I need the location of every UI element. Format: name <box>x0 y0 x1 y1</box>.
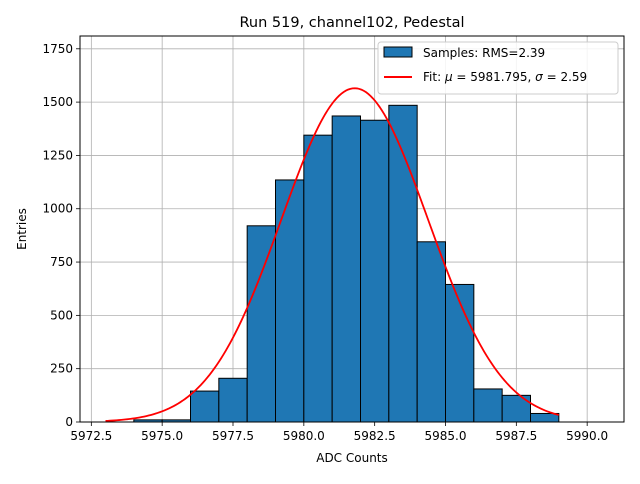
histogram-bar <box>246 225 277 423</box>
x-tick-label: 5982.5 <box>354 429 396 443</box>
legend-box <box>377 41 619 95</box>
histogram-bar <box>303 134 333 423</box>
histogram-bars <box>133 104 560 423</box>
x-axis-ticks: 5972.5 5975.0 5977.5 5980.0 5982.5 5985.0 5987… <box>70 422 608 443</box>
histogram-bar <box>331 115 361 423</box>
x-tick-label: 5972.5 <box>70 429 112 443</box>
x-tick-label: 5980.0 <box>283 429 325 443</box>
plot-frame <box>79 35 625 423</box>
x-axis-label: ADC Counts <box>316 451 388 465</box>
legend-fit-label: Fit: μ = 5981.795, σ = 2.59 <box>423 70 587 84</box>
x-tick-label: 5975.0 <box>141 429 183 443</box>
y-tick-label: 250 <box>50 362 73 376</box>
legend-fit-prefix: Fit: <box>423 70 445 84</box>
y-axis-label: Entries <box>15 208 29 250</box>
y-tick-label: 500 <box>50 308 73 322</box>
histogram-bar <box>190 390 220 423</box>
fit-curve-group <box>105 87 560 422</box>
x-tick-label: 5987.5 <box>495 429 537 443</box>
chart-title: Run 519, channel102, Pedestal <box>239 15 464 31</box>
histogram-bar <box>416 241 446 423</box>
y-tick-label: 1750 <box>42 42 73 56</box>
gaussian-fit-curve <box>105 87 560 422</box>
histogram-bar <box>360 119 390 423</box>
y-axis-ticks: 0 250 500 750 1000 1250 1500 1750 <box>42 42 80 429</box>
y-tick-label: 750 <box>50 255 73 269</box>
histogram-bar <box>218 377 248 423</box>
legend-sigma-symbol: σ <box>535 70 543 84</box>
legend-samples-label: Samples: RMS=2.39 <box>423 46 545 60</box>
x-tick-label: 5977.5 <box>212 429 254 443</box>
legend-bar-swatch <box>383 46 413 58</box>
y-tick-label: 1500 <box>42 95 73 109</box>
y-tick-label: 1000 <box>42 202 73 216</box>
x-tick-label: 5990.0 <box>566 429 608 443</box>
histogram-bar <box>473 388 503 423</box>
legend-mu-symbol: μ <box>444 70 453 84</box>
y-tick-label: 0 <box>65 415 73 429</box>
legend-sigma-value: = 2.59 <box>543 70 587 84</box>
histogram-bar <box>275 179 305 423</box>
x-tick-label: 5985.0 <box>425 429 467 443</box>
histogram-bar <box>445 283 475 423</box>
legend-mu-value: = 5981.795, <box>453 70 536 84</box>
legend: Samples: RMS=2.39 Fit: μ = 5981.795, σ =… <box>377 41 619 95</box>
y-tick-label: 1250 <box>42 148 73 162</box>
